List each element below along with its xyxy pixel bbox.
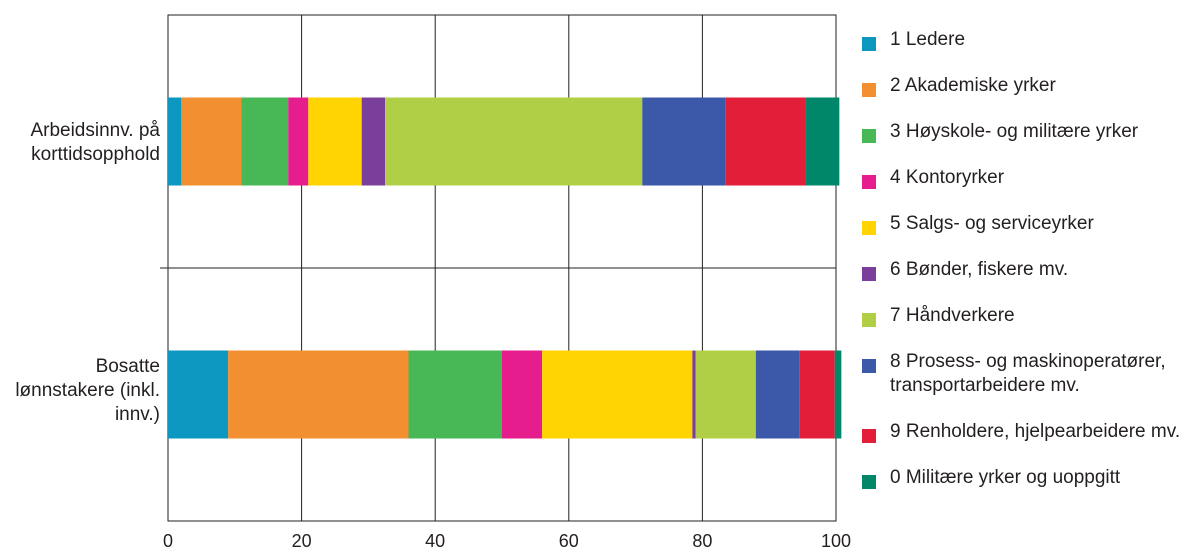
bar-segment (799, 350, 835, 439)
legend-item: 5 Salgs- og serviceyrker (862, 212, 1197, 258)
bar-segment (692, 350, 696, 439)
legend-item: 3 Høyskole- og militære yrker (862, 120, 1197, 166)
legend-swatch (862, 37, 876, 51)
bar-segment (288, 97, 309, 186)
x-tick-label: 40 (425, 531, 445, 551)
legend-item: 0 Militære yrker og uoppgitt (862, 466, 1197, 512)
bar-segment (805, 97, 840, 186)
bar-segment (168, 350, 229, 439)
bar-segment (755, 350, 800, 439)
bar-segment (385, 97, 643, 186)
legend-item: 7 Håndverkere (862, 304, 1197, 350)
legend-item: 9 Renholdere, hjelpearbeidere mv. (862, 420, 1197, 466)
legend-item: 8 Prosess- og maskinoperatører, transpor… (862, 350, 1197, 420)
legend-item: 4 Kontoryrker (862, 166, 1197, 212)
legend-swatch (862, 429, 876, 443)
legend-item: 1 Ledere (862, 28, 1197, 74)
legend-label: 4 Kontoryrker (890, 167, 1005, 188)
bar-segment (168, 97, 182, 186)
legend-label: 6 Bønder, fiskere mv. (890, 259, 1069, 280)
legend-label: 2 Akademiske yrker (890, 75, 1056, 96)
legend-item: 2 Akademiske yrker (862, 74, 1197, 120)
legend-label: 3 Høyskole- og militære yrker (890, 121, 1139, 142)
bar-segment (834, 350, 842, 439)
legend-swatch (862, 475, 876, 489)
legend-swatch (862, 313, 876, 327)
legend-swatch (862, 175, 876, 189)
category-label-short-term: Arbeidsinnv. på korttidsopphold (30, 120, 160, 165)
bar-segment (695, 350, 756, 439)
category-label-resident: Bosatte lønnstakere (inkl. innv.) (15, 356, 160, 425)
bar-segment (642, 97, 726, 186)
legend-swatch (862, 129, 876, 143)
x-tick-label: 100 (821, 531, 851, 551)
x-tick-label: 80 (692, 531, 712, 551)
legend-swatch (862, 267, 876, 281)
x-tick-label: 60 (559, 531, 579, 551)
bar-segment (725, 97, 806, 186)
x-tick-label: 0 (163, 531, 173, 551)
grid (160, 14, 837, 522)
legend-label: 7 Håndverkere (890, 305, 1015, 326)
bar-segment (361, 97, 386, 186)
bar-segment (542, 350, 693, 439)
legend-swatch (862, 359, 876, 373)
legend-label: 1 Ledere (890, 29, 966, 50)
bar-segment (228, 350, 409, 439)
bar-segment (308, 97, 362, 186)
legend-item: 6 Bønder, fiskere mv. (862, 258, 1197, 304)
legend-swatch (862, 221, 876, 235)
bar-segment (408, 350, 502, 439)
legend-label: 5 Salgs- og serviceyrker (890, 213, 1094, 234)
bar-segment (181, 97, 242, 186)
legend: 1 Ledere 2 Akademiske yrker 3 Høyskole- og… (862, 28, 1197, 512)
bar-segment (241, 97, 289, 186)
legend-label: 8 Prosess- og maskinoperatører, transpor… (890, 351, 1166, 396)
x-axis: 0 20 40 60 80 100 (163, 531, 851, 551)
legend-swatch (862, 83, 876, 97)
bar-segment (502, 350, 543, 439)
legend-label: 0 Militære yrker og uoppgitt (890, 467, 1121, 488)
bars (168, 97, 842, 439)
x-tick-label: 20 (292, 531, 312, 551)
legend-label: 9 Renholdere, hjelpearbeidere mv. (890, 421, 1181, 442)
